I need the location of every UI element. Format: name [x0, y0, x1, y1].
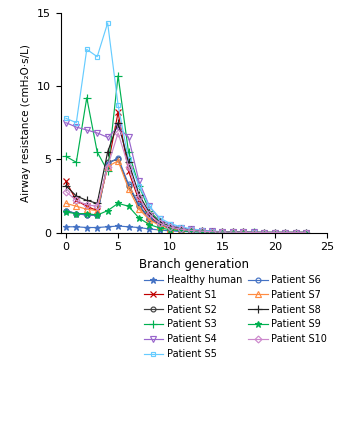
X-axis label: Branch generation: Branch generation	[139, 258, 249, 271]
Legend: Healthy human, Patient S1, Patient S2, Patient S3, Patient S4, Patient S5, Patie: Healthy human, Patient S1, Patient S2, P…	[144, 275, 327, 359]
Y-axis label: Airway resistance (cmH₂O·s/L): Airway resistance (cmH₂O·s/L)	[21, 44, 31, 202]
